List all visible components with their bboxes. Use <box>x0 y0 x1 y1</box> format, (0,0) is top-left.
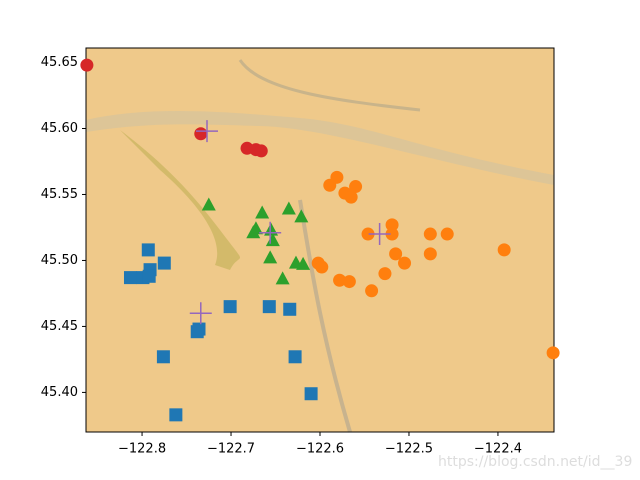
point <box>254 144 268 158</box>
point <box>385 227 399 241</box>
x-tick-label: −122.8 <box>118 442 166 457</box>
point <box>296 256 311 270</box>
point <box>333 273 347 287</box>
point <box>169 408 183 422</box>
point <box>315 260 329 274</box>
point <box>344 190 358 204</box>
y-tick-label: 45.65 <box>41 55 78 70</box>
point <box>275 271 290 285</box>
y-tick-label: 45.60 <box>41 121 78 136</box>
point <box>398 256 412 270</box>
x-tick-label: −122.7 <box>207 442 255 457</box>
point <box>361 227 375 241</box>
point <box>423 247 437 261</box>
point <box>281 201 296 215</box>
point <box>80 58 94 72</box>
point <box>157 256 171 270</box>
point <box>368 223 391 246</box>
watermark: https://blog.csdn.net/id__39 <box>438 454 632 470</box>
x-tick-label: −122.5 <box>385 442 433 457</box>
point <box>304 387 318 401</box>
point <box>365 284 379 298</box>
x-tick-label: −122.6 <box>296 442 344 457</box>
point <box>259 221 282 244</box>
point <box>255 205 270 219</box>
point <box>294 209 309 223</box>
point <box>546 346 560 360</box>
point <box>141 243 155 257</box>
point <box>201 197 216 211</box>
point <box>262 300 276 314</box>
point <box>189 302 212 325</box>
y-tick-label: 45.40 <box>41 385 78 400</box>
point <box>378 267 392 281</box>
point <box>389 247 403 261</box>
point <box>342 275 356 289</box>
point <box>265 233 280 247</box>
y-tick-label: 45.50 <box>41 253 78 268</box>
point <box>349 180 363 194</box>
point <box>123 271 137 285</box>
point <box>330 170 344 184</box>
point <box>283 302 297 316</box>
point <box>196 120 219 143</box>
point <box>440 227 454 241</box>
point <box>246 225 261 239</box>
point <box>156 350 170 364</box>
point <box>142 269 156 283</box>
point <box>288 350 302 364</box>
x-tick-label: −122.4 <box>474 442 522 457</box>
point <box>423 227 437 241</box>
point <box>263 250 278 264</box>
y-tick-label: 45.55 <box>41 187 78 202</box>
point <box>190 325 204 339</box>
y-tick-label: 45.45 <box>41 319 78 334</box>
point <box>223 300 237 314</box>
point <box>497 243 511 257</box>
map-background <box>86 48 554 433</box>
point <box>385 218 399 232</box>
point <box>194 127 208 141</box>
